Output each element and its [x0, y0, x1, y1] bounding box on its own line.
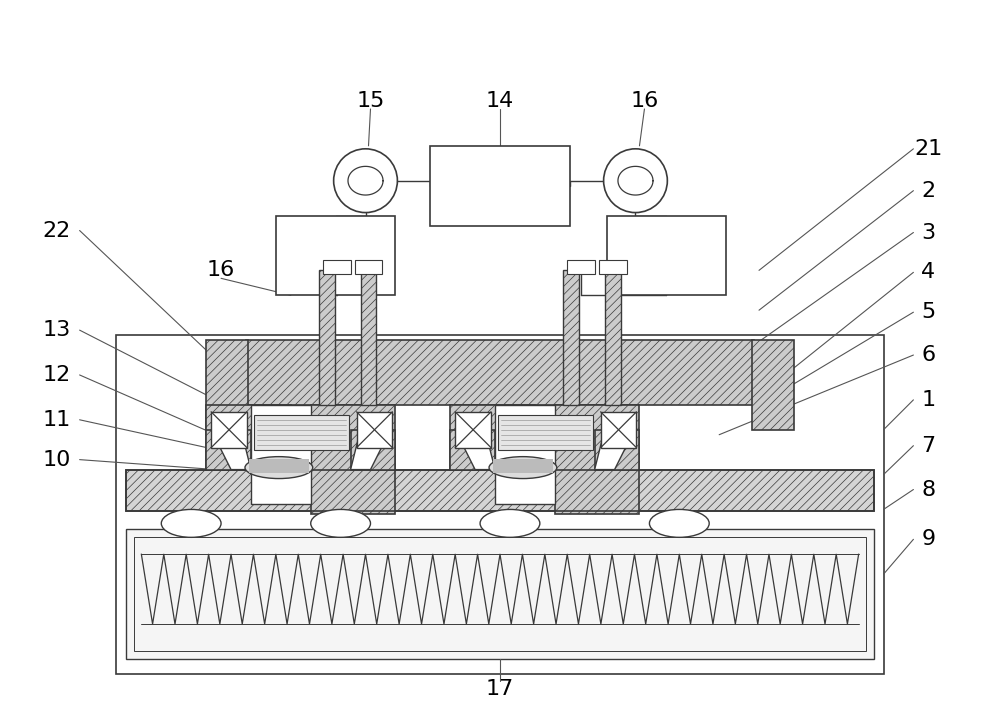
Text: 1: 1	[921, 390, 935, 410]
Bar	[493, 459, 553, 473]
Bar	[495, 405, 555, 505]
Bar	[351, 430, 395, 470]
Text: 8: 8	[921, 480, 935, 499]
Bar	[311, 405, 395, 515]
Text: 3: 3	[921, 222, 935, 243]
Bar	[450, 405, 535, 470]
Ellipse shape	[311, 510, 370, 537]
Bar	[361, 270, 376, 405]
Bar	[206, 405, 291, 470]
Bar	[498, 415, 593, 450]
Polygon shape	[455, 430, 495, 470]
Text: 17: 17	[486, 679, 514, 699]
Text: 13: 13	[43, 320, 71, 340]
Bar	[126, 470, 874, 511]
Text: 10: 10	[43, 449, 71, 470]
Polygon shape	[351, 430, 390, 470]
Bar	[319, 270, 335, 405]
Bar	[450, 430, 495, 470]
Bar	[251, 405, 311, 505]
Bar	[126, 529, 874, 659]
Bar	[605, 270, 621, 405]
Text: A: A	[364, 480, 377, 499]
Ellipse shape	[161, 510, 221, 537]
Ellipse shape	[649, 510, 709, 537]
Bar	[254, 415, 349, 450]
Bar	[455, 411, 491, 448]
Text: 16: 16	[630, 91, 659, 111]
Bar	[126, 470, 874, 511]
Bar	[567, 260, 595, 274]
Bar	[607, 216, 726, 295]
Ellipse shape	[480, 510, 540, 537]
Text: 5: 5	[921, 302, 935, 322]
Bar	[206, 430, 251, 470]
Polygon shape	[595, 430, 634, 470]
Bar	[430, 146, 570, 225]
Text: 14: 14	[486, 91, 514, 111]
Text: 11: 11	[43, 410, 71, 430]
Bar	[246, 340, 754, 405]
Bar	[563, 270, 579, 405]
Text: 22: 22	[43, 220, 71, 241]
Bar	[595, 430, 639, 470]
Bar	[116, 335, 884, 674]
Bar	[206, 340, 248, 430]
Bar	[355, 260, 382, 274]
Text: 4: 4	[921, 262, 935, 282]
Text: 6: 6	[921, 345, 935, 365]
Text: 12: 12	[43, 365, 71, 385]
Bar	[357, 411, 392, 448]
Bar	[323, 260, 351, 274]
Text: 16: 16	[207, 260, 235, 281]
Bar	[601, 411, 636, 448]
Ellipse shape	[489, 457, 557, 478]
Bar	[555, 405, 639, 515]
Text: 2: 2	[921, 181, 935, 201]
Text: 15: 15	[356, 91, 385, 111]
Polygon shape	[211, 430, 251, 470]
Circle shape	[604, 149, 667, 212]
Bar	[211, 411, 247, 448]
Bar	[752, 340, 794, 430]
Circle shape	[334, 149, 397, 212]
Bar	[276, 216, 395, 295]
Bar	[599, 260, 627, 274]
Text: 7: 7	[921, 435, 935, 456]
Ellipse shape	[245, 457, 313, 478]
Text: 21: 21	[914, 139, 942, 158]
Text: 9: 9	[921, 529, 935, 550]
Bar	[134, 537, 866, 651]
Bar	[249, 459, 309, 473]
